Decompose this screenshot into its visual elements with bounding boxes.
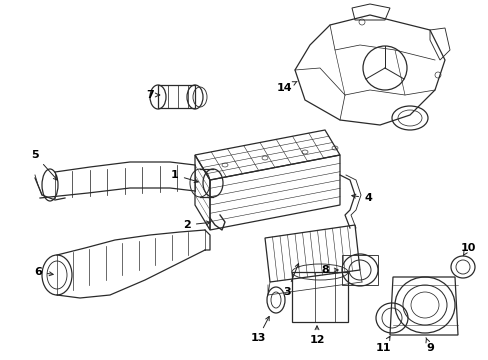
Text: 10: 10 xyxy=(459,243,475,256)
Text: 1: 1 xyxy=(171,170,198,183)
Text: 9: 9 xyxy=(425,338,433,353)
Text: 8: 8 xyxy=(321,265,337,275)
Text: 2: 2 xyxy=(183,220,210,230)
Text: 6: 6 xyxy=(34,267,53,277)
Text: 11: 11 xyxy=(374,336,390,353)
Text: 14: 14 xyxy=(276,81,297,93)
Text: 13: 13 xyxy=(250,316,269,343)
Text: 5: 5 xyxy=(31,150,57,180)
Text: 4: 4 xyxy=(351,193,371,203)
Text: 7: 7 xyxy=(146,90,159,100)
Text: 3: 3 xyxy=(283,264,298,297)
Text: 12: 12 xyxy=(308,326,324,345)
